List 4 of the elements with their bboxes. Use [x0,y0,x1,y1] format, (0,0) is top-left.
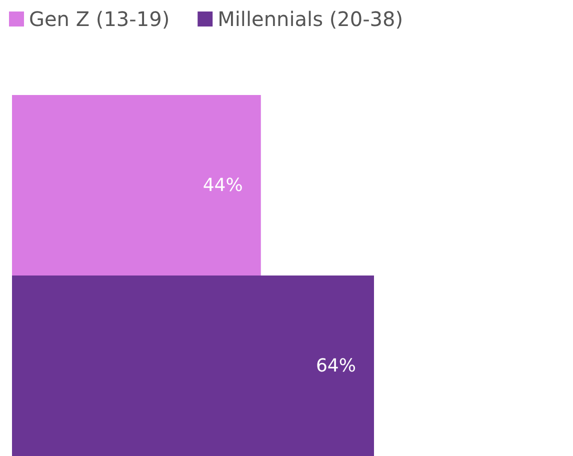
legend-label: Millennials (20-38) [218,7,404,31]
legend-label: Gen Z (13-19) [29,7,170,31]
data-label: 64% [316,355,356,376]
data-label: 44% [202,174,243,196]
